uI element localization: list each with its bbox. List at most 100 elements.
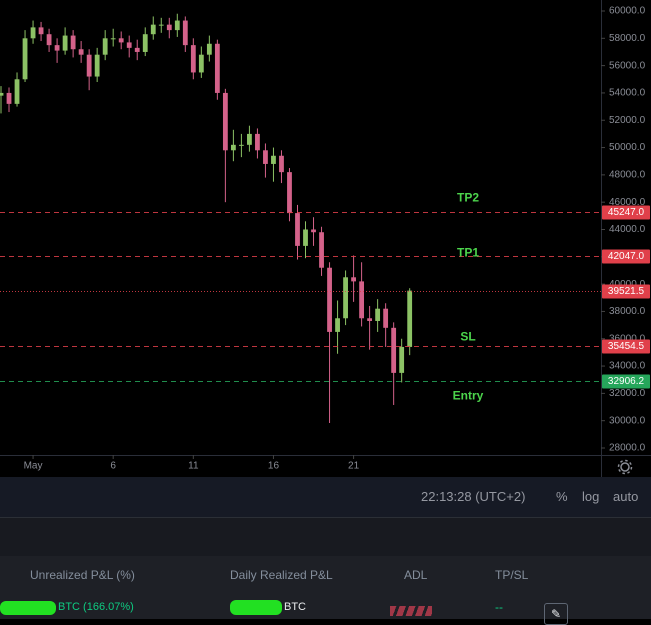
candle-body bbox=[375, 308, 381, 321]
y-tick-label: 48000.0 bbox=[609, 170, 646, 181]
log-button[interactable]: log bbox=[582, 489, 600, 504]
candle-body bbox=[38, 27, 44, 35]
price-tag-label: 45247.0 bbox=[608, 207, 645, 218]
candle-body bbox=[126, 42, 132, 48]
candle-body bbox=[222, 92, 228, 151]
candle-body bbox=[311, 229, 316, 233]
candle-body bbox=[230, 144, 236, 151]
candle-body bbox=[70, 35, 76, 50]
y-tick-label: 40000.0 bbox=[609, 279, 646, 290]
y-tick-label: 46000.0 bbox=[609, 197, 646, 208]
price-line-label: TP1 bbox=[457, 246, 479, 260]
y-tick-label: 52000.0 bbox=[609, 115, 646, 126]
candle-body bbox=[94, 54, 100, 77]
candle-body bbox=[367, 318, 373, 321]
gear-teeth bbox=[617, 459, 633, 475]
candle-body bbox=[62, 35, 68, 51]
column-header: TP/SL bbox=[495, 568, 529, 582]
candle-body bbox=[166, 24, 172, 31]
price-tag-label: 32906.2 bbox=[608, 376, 645, 387]
column-header: ADL bbox=[404, 568, 428, 582]
column-header: Unrealized P&L (%) bbox=[30, 568, 135, 582]
price-tag-label: 35454.5 bbox=[608, 341, 645, 352]
percent-button[interactable]: % bbox=[556, 489, 568, 504]
candle-body bbox=[110, 38, 116, 40]
candle-body bbox=[206, 43, 212, 55]
y-tick-label: 50000.0 bbox=[609, 142, 646, 153]
price-tag-label: 42047.0 bbox=[608, 251, 645, 262]
candle-body bbox=[214, 43, 220, 93]
y-tick-label: 38000.0 bbox=[609, 306, 646, 317]
candle-body bbox=[158, 24, 164, 26]
y-tick-label: 30000.0 bbox=[609, 415, 646, 426]
candle-body bbox=[134, 47, 140, 52]
y-tick-label: 34000.0 bbox=[609, 361, 646, 372]
candle-body bbox=[263, 150, 268, 164]
candle-body bbox=[238, 144, 244, 146]
positions-panel: Unrealized P&L (%) Daily Realized P&L AD… bbox=[0, 517, 651, 625]
candle-body bbox=[247, 133, 252, 145]
toolbar: 22:13:28 (UTC+2) % log auto bbox=[0, 477, 651, 517]
candle-body bbox=[46, 34, 52, 46]
chart-bg bbox=[0, 0, 651, 477]
price-tag bbox=[602, 284, 650, 299]
candle-body bbox=[391, 327, 397, 373]
candle-body bbox=[174, 20, 180, 31]
clock: 22:13:28 (UTC+2) bbox=[421, 489, 526, 504]
unrealized-pnl: BTC (166.07%) bbox=[58, 601, 134, 613]
candle-body bbox=[327, 267, 332, 332]
candle-body bbox=[30, 27, 36, 39]
adl-indicator bbox=[390, 606, 432, 616]
candle-body bbox=[150, 24, 156, 35]
candle-body bbox=[335, 318, 340, 332]
price-line-label: SL bbox=[460, 330, 475, 344]
candle-body bbox=[279, 155, 284, 173]
price-line-label: Entry bbox=[453, 389, 484, 403]
x-tick-label: 6 bbox=[110, 461, 116, 472]
candle-body bbox=[142, 34, 148, 52]
price-tag bbox=[602, 374, 650, 389]
candle-body bbox=[383, 308, 389, 328]
daily-pnl: BTC bbox=[284, 601, 306, 613]
candle-body bbox=[102, 38, 108, 55]
candle-body bbox=[303, 229, 308, 246]
candle-body bbox=[359, 281, 365, 319]
candle-body bbox=[118, 38, 124, 43]
candle-body bbox=[22, 38, 28, 80]
gear bbox=[620, 462, 630, 472]
panel-tabs bbox=[0, 518, 651, 556]
price-tag-label: 39521.5 bbox=[608, 286, 645, 297]
auto-button[interactable]: auto bbox=[613, 489, 639, 504]
redaction bbox=[0, 601, 56, 615]
candle-body bbox=[351, 277, 356, 282]
candle-body bbox=[6, 92, 12, 104]
candle-body bbox=[287, 172, 292, 214]
candle-body bbox=[54, 45, 60, 51]
x-tick-label: 11 bbox=[188, 461, 199, 472]
y-tick-label: 56000.0 bbox=[609, 60, 646, 71]
redaction bbox=[230, 600, 282, 615]
y-tick-label: 32000.0 bbox=[609, 388, 646, 399]
candle-body bbox=[190, 45, 196, 73]
candle-body bbox=[86, 54, 92, 77]
price-tag bbox=[602, 205, 650, 220]
candle-body bbox=[14, 79, 20, 104]
candle-body bbox=[319, 232, 324, 268]
column-header: Daily Realized P&L bbox=[230, 568, 333, 582]
candle-body bbox=[399, 346, 405, 373]
candle-body bbox=[343, 277, 348, 319]
edit-button[interactable]: ✎ bbox=[544, 603, 568, 625]
tpsl: -- bbox=[495, 600, 503, 614]
candle-body bbox=[198, 54, 204, 73]
settings-icon[interactable] bbox=[617, 459, 633, 475]
x-tick-label: 16 bbox=[268, 461, 280, 472]
candle-body bbox=[78, 49, 84, 55]
y-tick-label: 60000.0 bbox=[609, 6, 646, 17]
candle-body bbox=[255, 133, 260, 151]
y-tick-label: 54000.0 bbox=[609, 88, 646, 99]
candle-body bbox=[407, 290, 413, 347]
candle-body bbox=[182, 20, 188, 46]
price-line-label: TP2 bbox=[457, 191, 479, 205]
y-tick-label: 36000.0 bbox=[609, 333, 646, 344]
